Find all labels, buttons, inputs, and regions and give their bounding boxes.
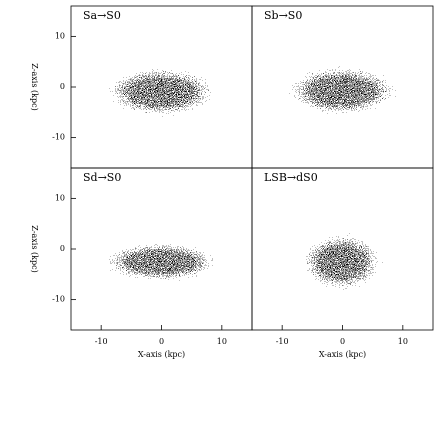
y-axis-label: Z-axis (kpc) (30, 63, 39, 110)
y-axis-label: Z-axis (kpc) (30, 225, 39, 272)
y-tick-label: -10 (52, 133, 65, 142)
y-tick-label: 10 (55, 31, 65, 40)
particle-clouds (69, 25, 434, 322)
y-tick-label: 0 (60, 82, 65, 91)
y-tick-label: 0 (60, 244, 65, 253)
x-tick-label: 10 (398, 337, 408, 346)
y-tick-label: -10 (52, 295, 65, 304)
x-tick-label: -10 (95, 337, 108, 346)
x-tick-label: 10 (217, 337, 227, 346)
panel-title: Sb→S0 (264, 9, 302, 22)
panel-title: Sa→S0 (83, 9, 121, 22)
x-axis-label: X-axis (kpc) (138, 350, 185, 359)
x-axis-label: X-axis (kpc) (319, 350, 366, 359)
x-tick-label: 0 (159, 337, 164, 346)
x-tick-label: -10 (276, 337, 289, 346)
panel-title: Sd→S0 (83, 171, 121, 184)
panel-title: LSB→dS0 (264, 171, 318, 184)
x-tick-label: 0 (340, 337, 345, 346)
y-tick-label: 10 (55, 193, 65, 202)
